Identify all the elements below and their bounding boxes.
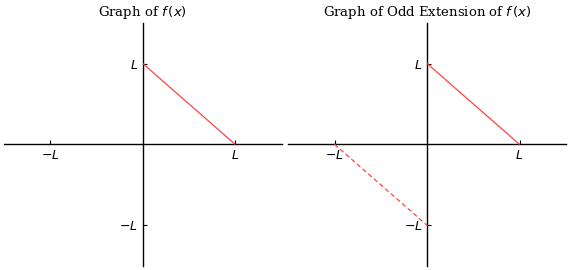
Title: Graph of $\mathit{f}\,(x)$: Graph of $\mathit{f}\,(x)$ (99, 4, 188, 21)
Title: Graph of Odd Extension of $\mathit{f}\,(x)$: Graph of Odd Extension of $\mathit{f}\,(… (323, 4, 531, 21)
